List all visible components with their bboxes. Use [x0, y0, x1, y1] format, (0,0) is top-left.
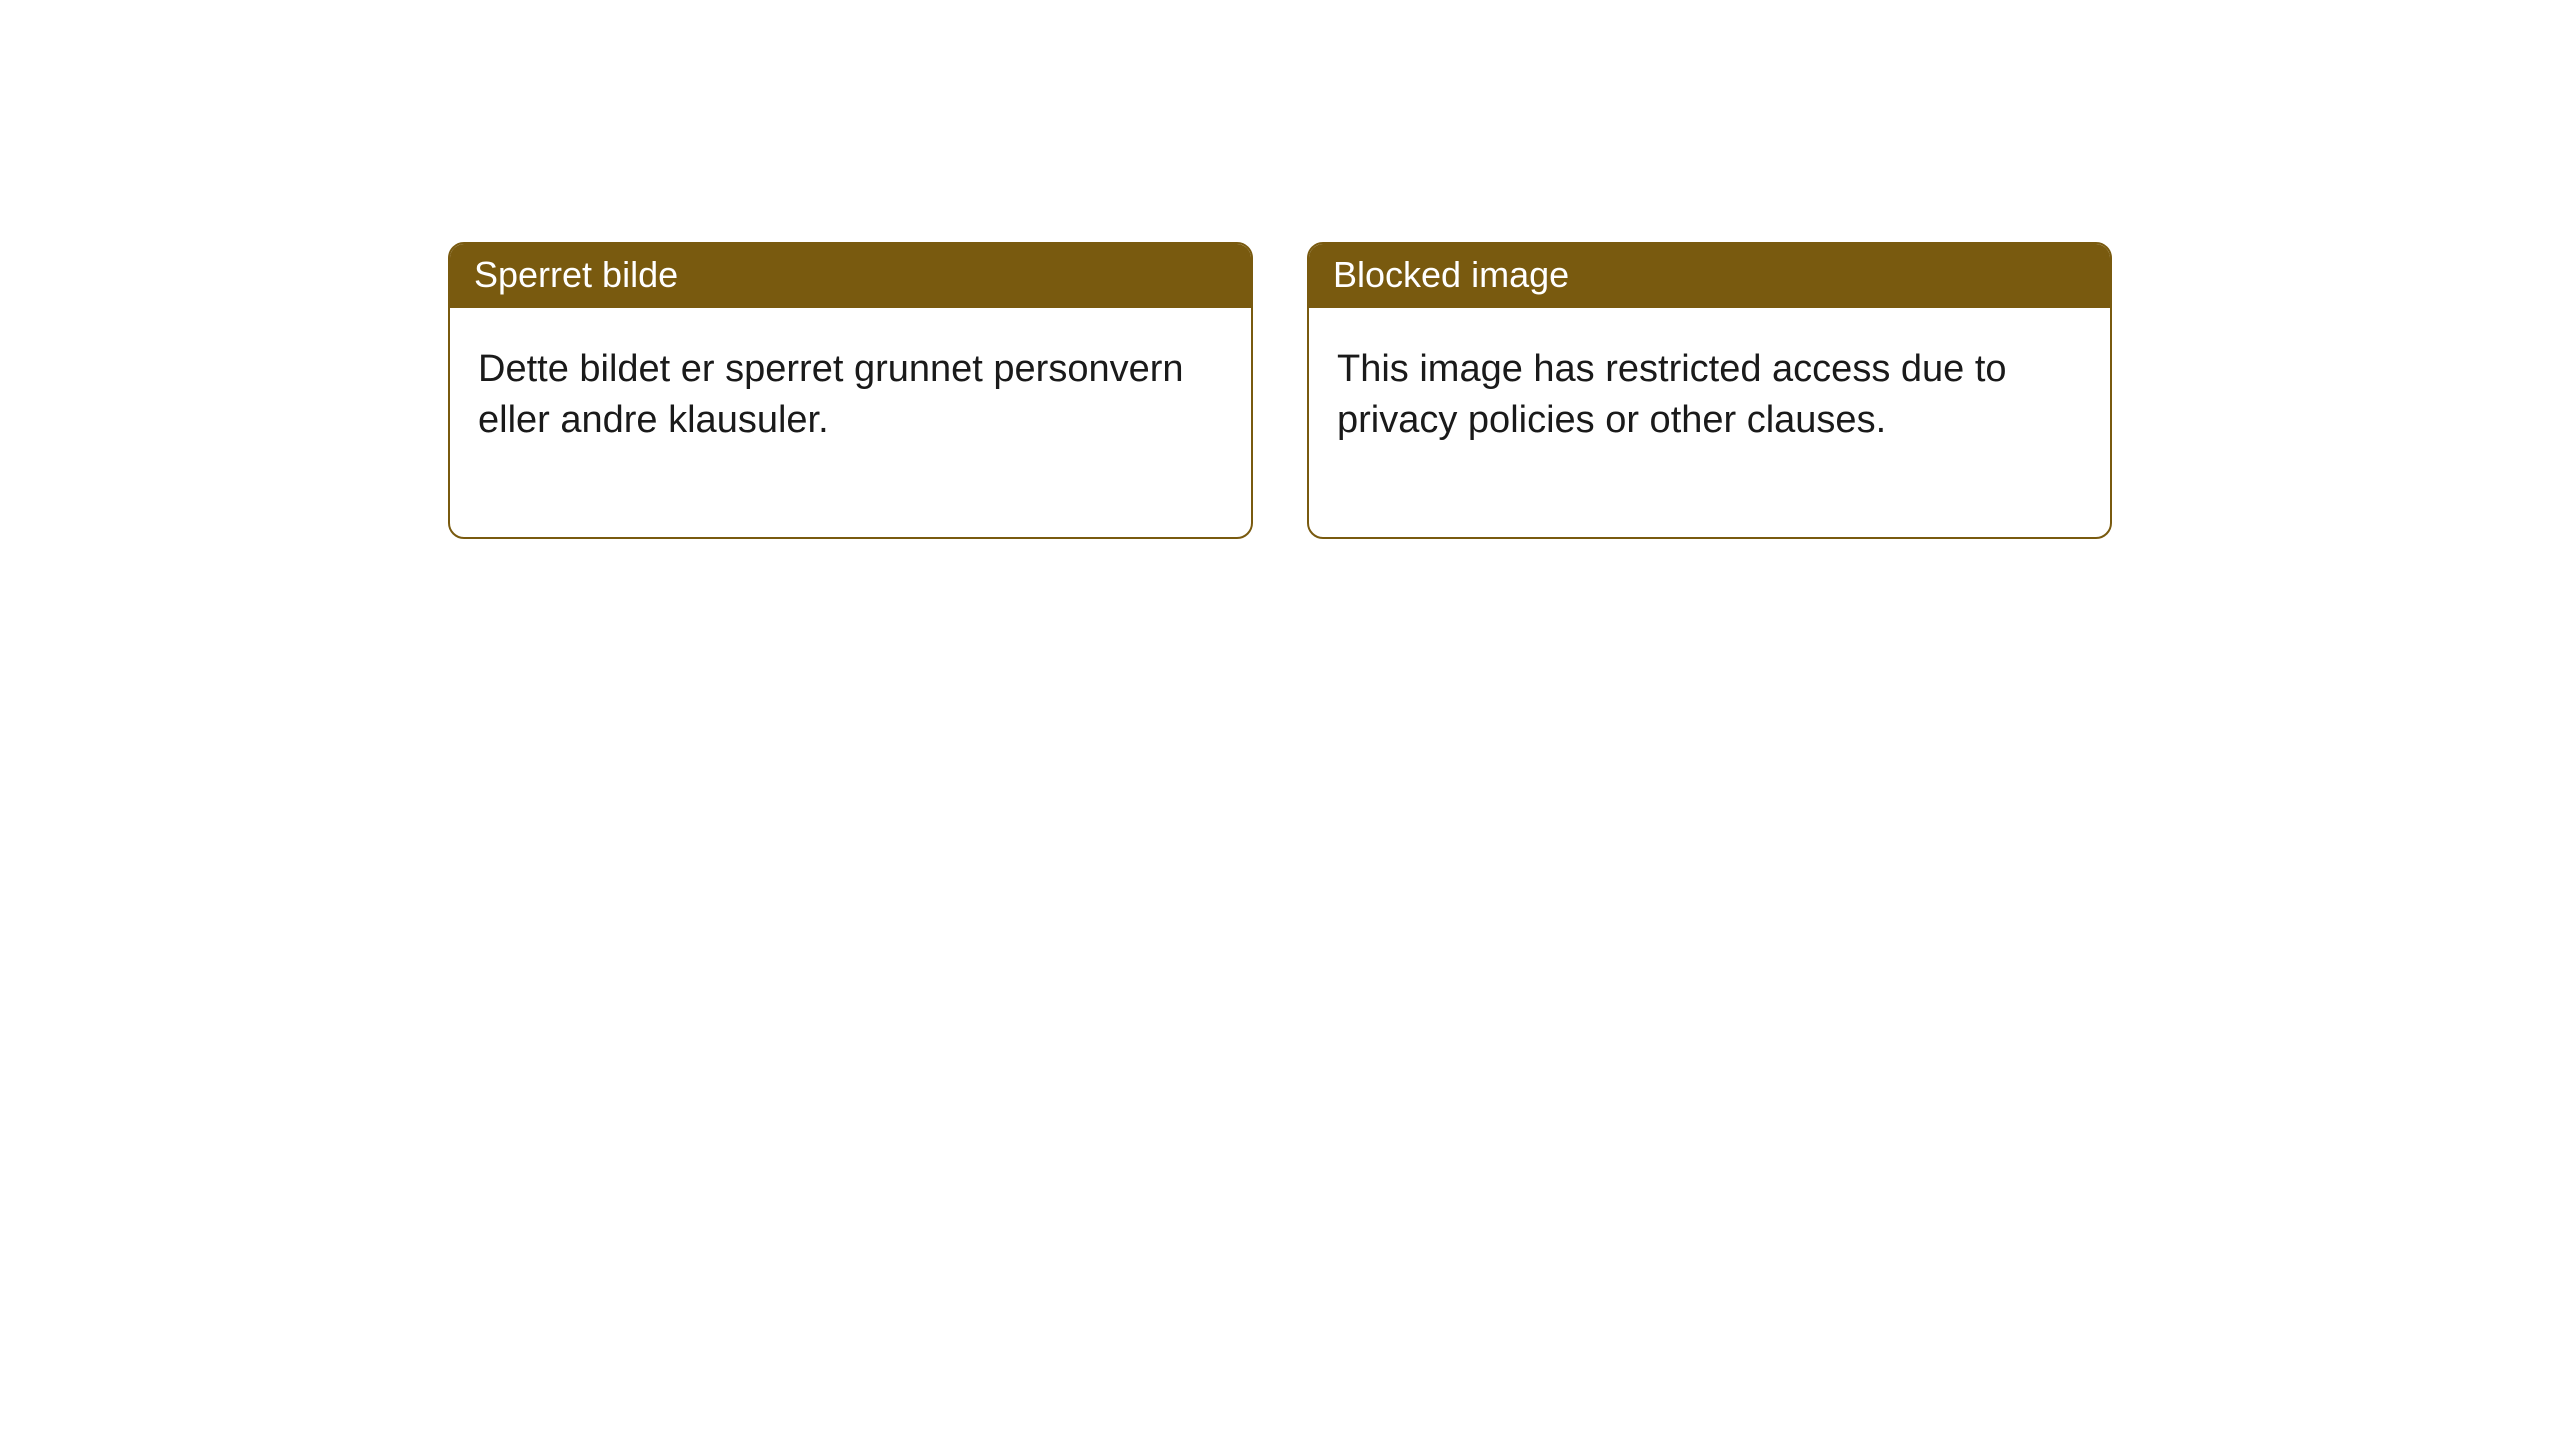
notice-card-body: This image has restricted access due to …	[1309, 308, 2110, 537]
notice-card-header: Sperret bilde	[450, 244, 1251, 308]
notice-card-body: Dette bildet er sperret grunnet personve…	[450, 308, 1251, 537]
notice-container: Sperret bilde Dette bildet er sperret gr…	[448, 242, 2112, 539]
notice-card-norwegian: Sperret bilde Dette bildet er sperret gr…	[448, 242, 1253, 539]
notice-card-header: Blocked image	[1309, 244, 2110, 308]
notice-card-english: Blocked image This image has restricted …	[1307, 242, 2112, 539]
